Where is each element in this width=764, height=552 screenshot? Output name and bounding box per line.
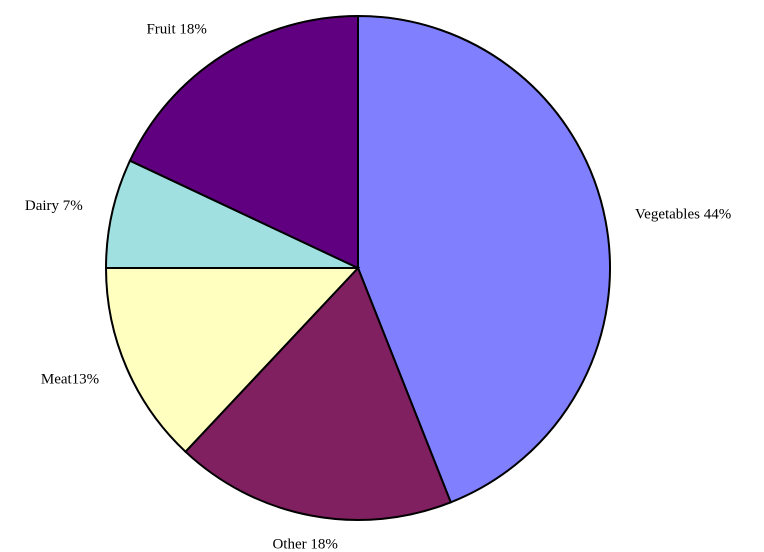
slice-label: Other 18% [272, 536, 337, 552]
pie-slice [104, 267, 361, 454]
pie-slice [104, 159, 359, 269]
pie-slice [128, 14, 359, 270]
slice-label: Meat13% [41, 371, 99, 387]
slice-label: Fruit 18% [146, 21, 206, 37]
pie-slice [184, 266, 453, 521]
slice-label: Vegetables 44% [635, 207, 731, 223]
pie-slice [357, 14, 611, 504]
slice-label: Dairy 7% [25, 198, 83, 214]
